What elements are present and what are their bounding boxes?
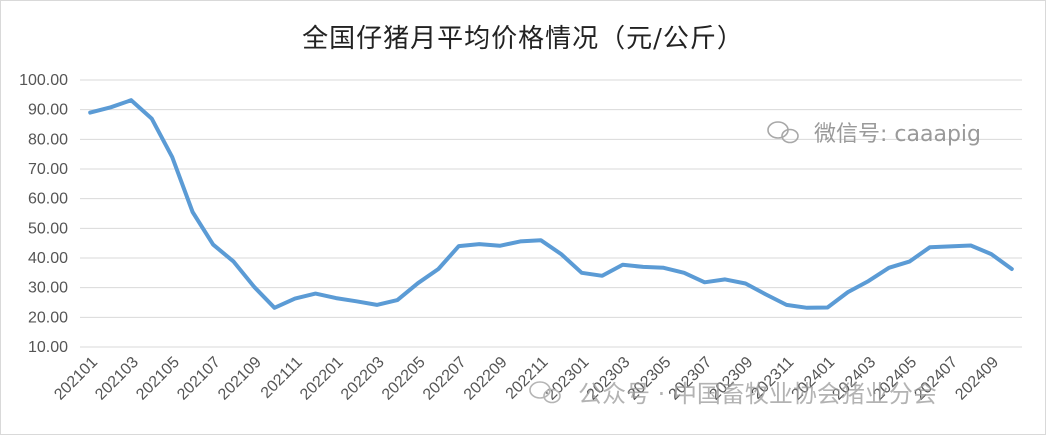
data-point <box>334 296 338 300</box>
series-line <box>88 98 1014 310</box>
data-point <box>129 98 133 102</box>
data-point <box>170 155 174 159</box>
watermark-bottom-text: 公众号 · 中国畜牧业协会猪业分会 <box>578 380 937 408</box>
data-point <box>416 281 420 285</box>
x-tick-label: 202409 <box>952 354 1002 404</box>
data-point <box>948 244 952 248</box>
data-point <box>887 266 891 270</box>
data-point <box>211 243 215 247</box>
data-point <box>109 105 113 109</box>
data-point <box>989 252 993 256</box>
data-point <box>682 271 686 275</box>
x-tick-label: 202105 <box>133 354 183 404</box>
x-tick-label: 202107 <box>174 354 224 404</box>
grid-lines <box>80 79 1022 348</box>
data-point <box>539 238 543 242</box>
data-point <box>744 282 748 286</box>
data-point <box>375 303 379 307</box>
y-tick-label: 20.00 <box>28 309 68 326</box>
chart-title: 全国仔猪月平均价格情况（元/公斤） <box>302 24 744 54</box>
data-point <box>621 263 625 267</box>
data-point <box>969 244 973 248</box>
data-point <box>703 280 707 284</box>
data-point <box>559 252 563 256</box>
y-tick-label: 90.00 <box>28 102 68 119</box>
data-point <box>232 260 236 264</box>
data-point <box>477 242 481 246</box>
y-tick-label: 10.00 <box>28 339 68 356</box>
y-tick-label: 30.00 <box>28 280 68 297</box>
data-point <box>252 285 256 289</box>
watermark-top-text: 微信号: caaapig <box>814 122 981 147</box>
x-tick-label: 202207 <box>420 354 470 404</box>
y-tick-label: 40.00 <box>28 250 68 267</box>
x-tick-label: 202111 <box>258 354 306 402</box>
data-point <box>662 266 666 270</box>
data-point <box>866 279 870 283</box>
data-point <box>580 271 584 275</box>
y-axis-ticks: 10.00 20.00 30.00 40.00 50.00 60.00 70.00 80.00… <box>19 72 68 356</box>
data-point <box>641 265 645 269</box>
data-point <box>314 292 318 296</box>
x-tick-label: 202205 <box>379 354 429 404</box>
series-group <box>88 98 1014 310</box>
watermark-top: 微信号: caaapig <box>767 121 981 147</box>
data-point <box>907 260 911 264</box>
data-point <box>846 290 850 294</box>
data-point <box>1010 267 1014 271</box>
x-tick-label: 202203 <box>338 354 388 404</box>
y-tick-label: 50.00 <box>28 220 68 237</box>
data-point <box>805 306 809 310</box>
data-point <box>395 298 399 302</box>
y-tick-label: 100.00 <box>19 72 68 89</box>
x-tick-label: 202209 <box>461 354 511 404</box>
wechat-icon <box>767 121 799 144</box>
data-point <box>88 111 92 115</box>
y-tick-label: 60.00 <box>28 191 68 208</box>
data-point <box>498 244 502 248</box>
data-point <box>293 297 297 301</box>
watermark-bottom: 公众号 · 中国畜牧业协会猪业分会 <box>529 380 937 408</box>
data-point <box>825 306 829 310</box>
x-tick-label: 202201 <box>297 354 347 404</box>
data-point <box>723 277 727 281</box>
data-point <box>191 210 195 214</box>
x-tick-label: 202101 <box>51 354 101 404</box>
y-tick-label: 70.00 <box>28 161 68 178</box>
y-tick-label: 80.00 <box>28 131 68 148</box>
data-point <box>354 299 358 303</box>
data-point <box>457 244 461 248</box>
x-tick-label: 202109 <box>215 354 265 404</box>
data-point <box>150 117 154 121</box>
data-point <box>436 267 440 271</box>
wechat-icon <box>529 381 561 404</box>
data-point <box>928 245 932 249</box>
x-tick-label: 202103 <box>92 354 142 404</box>
data-point <box>785 303 789 307</box>
data-point <box>273 306 277 310</box>
data-point <box>764 292 768 296</box>
data-point <box>600 274 604 278</box>
data-point <box>518 239 522 243</box>
